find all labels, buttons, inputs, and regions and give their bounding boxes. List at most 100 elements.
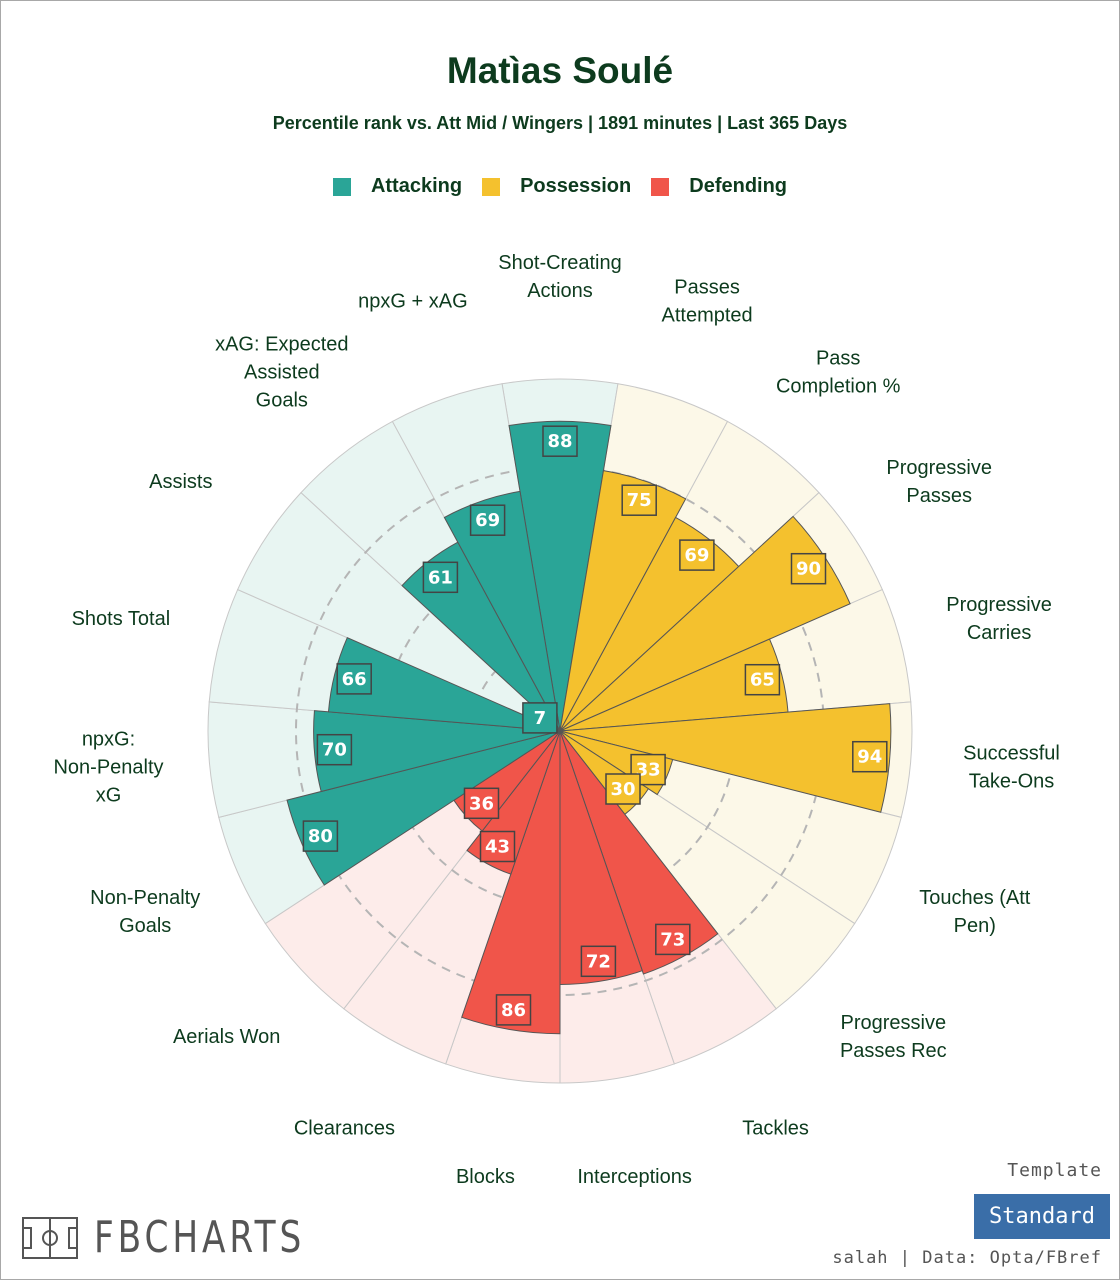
value-box-interceptions	[580, 945, 617, 978]
value-box-shots-total	[336, 663, 372, 695]
value-text-npxg-xag: 69	[475, 510, 500, 531]
value-text-shot-creating-actions: 88	[547, 431, 572, 452]
value-box-blocks	[495, 994, 532, 1026]
value-text-assists: 7	[534, 708, 547, 729]
template-label: Template	[1007, 1160, 1102, 1181]
value-label-blocks: 86	[495, 994, 532, 1026]
value-box-progressive-carries	[744, 663, 781, 696]
stat-label-successful-take-ons: Successful Take-Ons	[963, 743, 1060, 793]
legend-label-defending: Defending	[689, 175, 788, 197]
value-text-blocks: 86	[501, 1000, 526, 1021]
value-text-tackles: 73	[660, 929, 685, 950]
stat-label-xag-expected-assisted-goals: xAG: Expected Assisted Goals	[215, 334, 348, 412]
bar-passes-attempted	[559, 470, 687, 732]
stat-label-tackles: Tackles	[742, 1118, 809, 1140]
value-box-progressive-passes	[790, 552, 827, 585]
legend-label-possession: Possession	[520, 175, 632, 197]
value-box-pass-completion	[679, 539, 715, 571]
stat-label-progressive-passes-rec: Progressive Passes Rec	[840, 1012, 947, 1062]
stat-label-assists: Assists	[149, 471, 212, 493]
value-text-interceptions: 72	[586, 951, 611, 972]
value-text-progressive-passes-rec: 30	[610, 779, 635, 800]
stat-label-progressive-passes: Progressive Passes	[886, 457, 992, 507]
value-text-npxg-non-penalty-xg: 70	[322, 740, 347, 761]
value-label-progressive-carries: 65	[744, 663, 781, 696]
brand-name: FBCHARTS	[94, 1212, 306, 1263]
chart-title: Matìas Soulé	[446, 50, 674, 91]
brand-logo: FBCHARTS	[22, 1212, 365, 1263]
value-label-successful-take-ons: 94	[852, 740, 888, 773]
value-label-progressive-passes: 90	[790, 552, 827, 585]
stat-label-clearances: Clearances	[294, 1118, 395, 1140]
stat-label-npxg-xag: npxG + xAG	[358, 291, 468, 313]
stat-label-pass-completion: Pass Completion %	[776, 348, 901, 398]
stat-label-progressive-carries: Progressive Carries	[946, 594, 1052, 644]
value-label-progressive-passes-rec: 30	[605, 773, 641, 805]
legend: Attacking Possession Defending	[0, 175, 1120, 198]
value-label-npxg-non-penalty-xg: 70	[316, 733, 353, 766]
value-text-aerials-won: 36	[469, 793, 494, 814]
value-label-pass-completion: 69	[679, 539, 715, 571]
value-text-progressive-carries: 65	[750, 670, 775, 691]
value-label-assists: 7	[522, 702, 558, 734]
value-text-clearances: 43	[485, 837, 510, 858]
value-box-aerials-won	[463, 787, 500, 820]
value-text-xag-expected-assisted-goals: 61	[428, 567, 453, 588]
stat-label-passes-attempted: Passes Attempted	[662, 277, 753, 327]
value-box-passes-attempted	[621, 484, 657, 516]
value-label-xag-expected-assisted-goals: 61	[422, 561, 459, 594]
value-label-shots-total: 66	[336, 663, 372, 695]
value-label-npxg-xag: 69	[469, 504, 506, 536]
value-text-progressive-passes: 90	[796, 559, 821, 580]
value-text-successful-take-ons: 94	[857, 747, 882, 768]
pitch-icon	[22, 1216, 78, 1259]
chart-subtitle: Percentile rank vs. Att Mid / Wingers | …	[272, 113, 848, 133]
bar-npxg-xag	[443, 490, 561, 732]
stat-label-shot-creating-actions: Shot-Creating Actions	[498, 252, 621, 302]
value-text-shots-total: 66	[342, 669, 367, 690]
bar-tackles	[559, 730, 719, 975]
value-label-shot-creating-actions: 88	[542, 425, 578, 457]
template-select-button[interactable]: Standard	[974, 1194, 1110, 1239]
stat-label-shots-total: Shots Total	[72, 608, 171, 630]
value-label-interceptions: 72	[580, 945, 617, 978]
legend-item-defending: Defending	[651, 175, 787, 198]
value-text-pass-completion: 69	[684, 545, 709, 566]
legend-swatch-possession	[482, 177, 501, 196]
stat-label-interceptions: Interceptions	[577, 1166, 692, 1188]
value-label-non-penalty-goals: 80	[302, 820, 339, 852]
legend-swatch-attacking	[332, 177, 351, 196]
stat-label-touches-att-pen: Touches (Att Pen)	[919, 887, 1031, 937]
bar-non-penalty-goals	[286, 730, 561, 886]
value-box-npxg-non-penalty-xg	[316, 733, 353, 766]
value-box-tackles	[655, 923, 691, 956]
legend-label-attacking: Attacking	[370, 175, 463, 197]
value-text-touches-att-pen: 33	[636, 760, 661, 781]
stat-label-blocks: Blocks	[456, 1166, 515, 1188]
bar-npxg-non-penalty-xg	[313, 710, 561, 793]
legend-swatch-defending	[651, 177, 670, 196]
stat-label-aerials-won: Aerials Won	[173, 1026, 280, 1048]
legend-item-attacking: Attacking	[332, 175, 463, 198]
stat-labels: Shot-Creating Actions Passes Attempted Pass C…	[53, 252, 1059, 1188]
value-text-passes-attempted: 75	[627, 490, 652, 511]
value-box-clearances	[479, 830, 516, 863]
stat-label-npxg-non-penalty-xg: npxG: Non-Penalty xG	[53, 729, 163, 807]
bar-successful-take-ons	[559, 703, 892, 813]
value-box-assists	[522, 702, 558, 734]
value-box-xag-expected-assisted-goals	[422, 561, 459, 594]
bar-blocks	[461, 730, 561, 1035]
value-box-successful-take-ons	[852, 740, 888, 773]
value-box-progressive-passes-rec	[605, 773, 641, 805]
value-label-clearances: 43	[479, 830, 516, 863]
bar-shot-creating-actions	[508, 420, 612, 732]
bar-shots-total	[327, 637, 561, 732]
value-label-tackles: 73	[655, 923, 691, 956]
value-box-non-penalty-goals	[302, 820, 339, 852]
value-label-passes-attempted: 75	[621, 484, 657, 516]
legend-item-possession: Possession	[482, 175, 631, 198]
value-box-shot-creating-actions	[542, 425, 578, 457]
data-credits: salah | Data: Opta/FBref	[832, 1248, 1102, 1268]
